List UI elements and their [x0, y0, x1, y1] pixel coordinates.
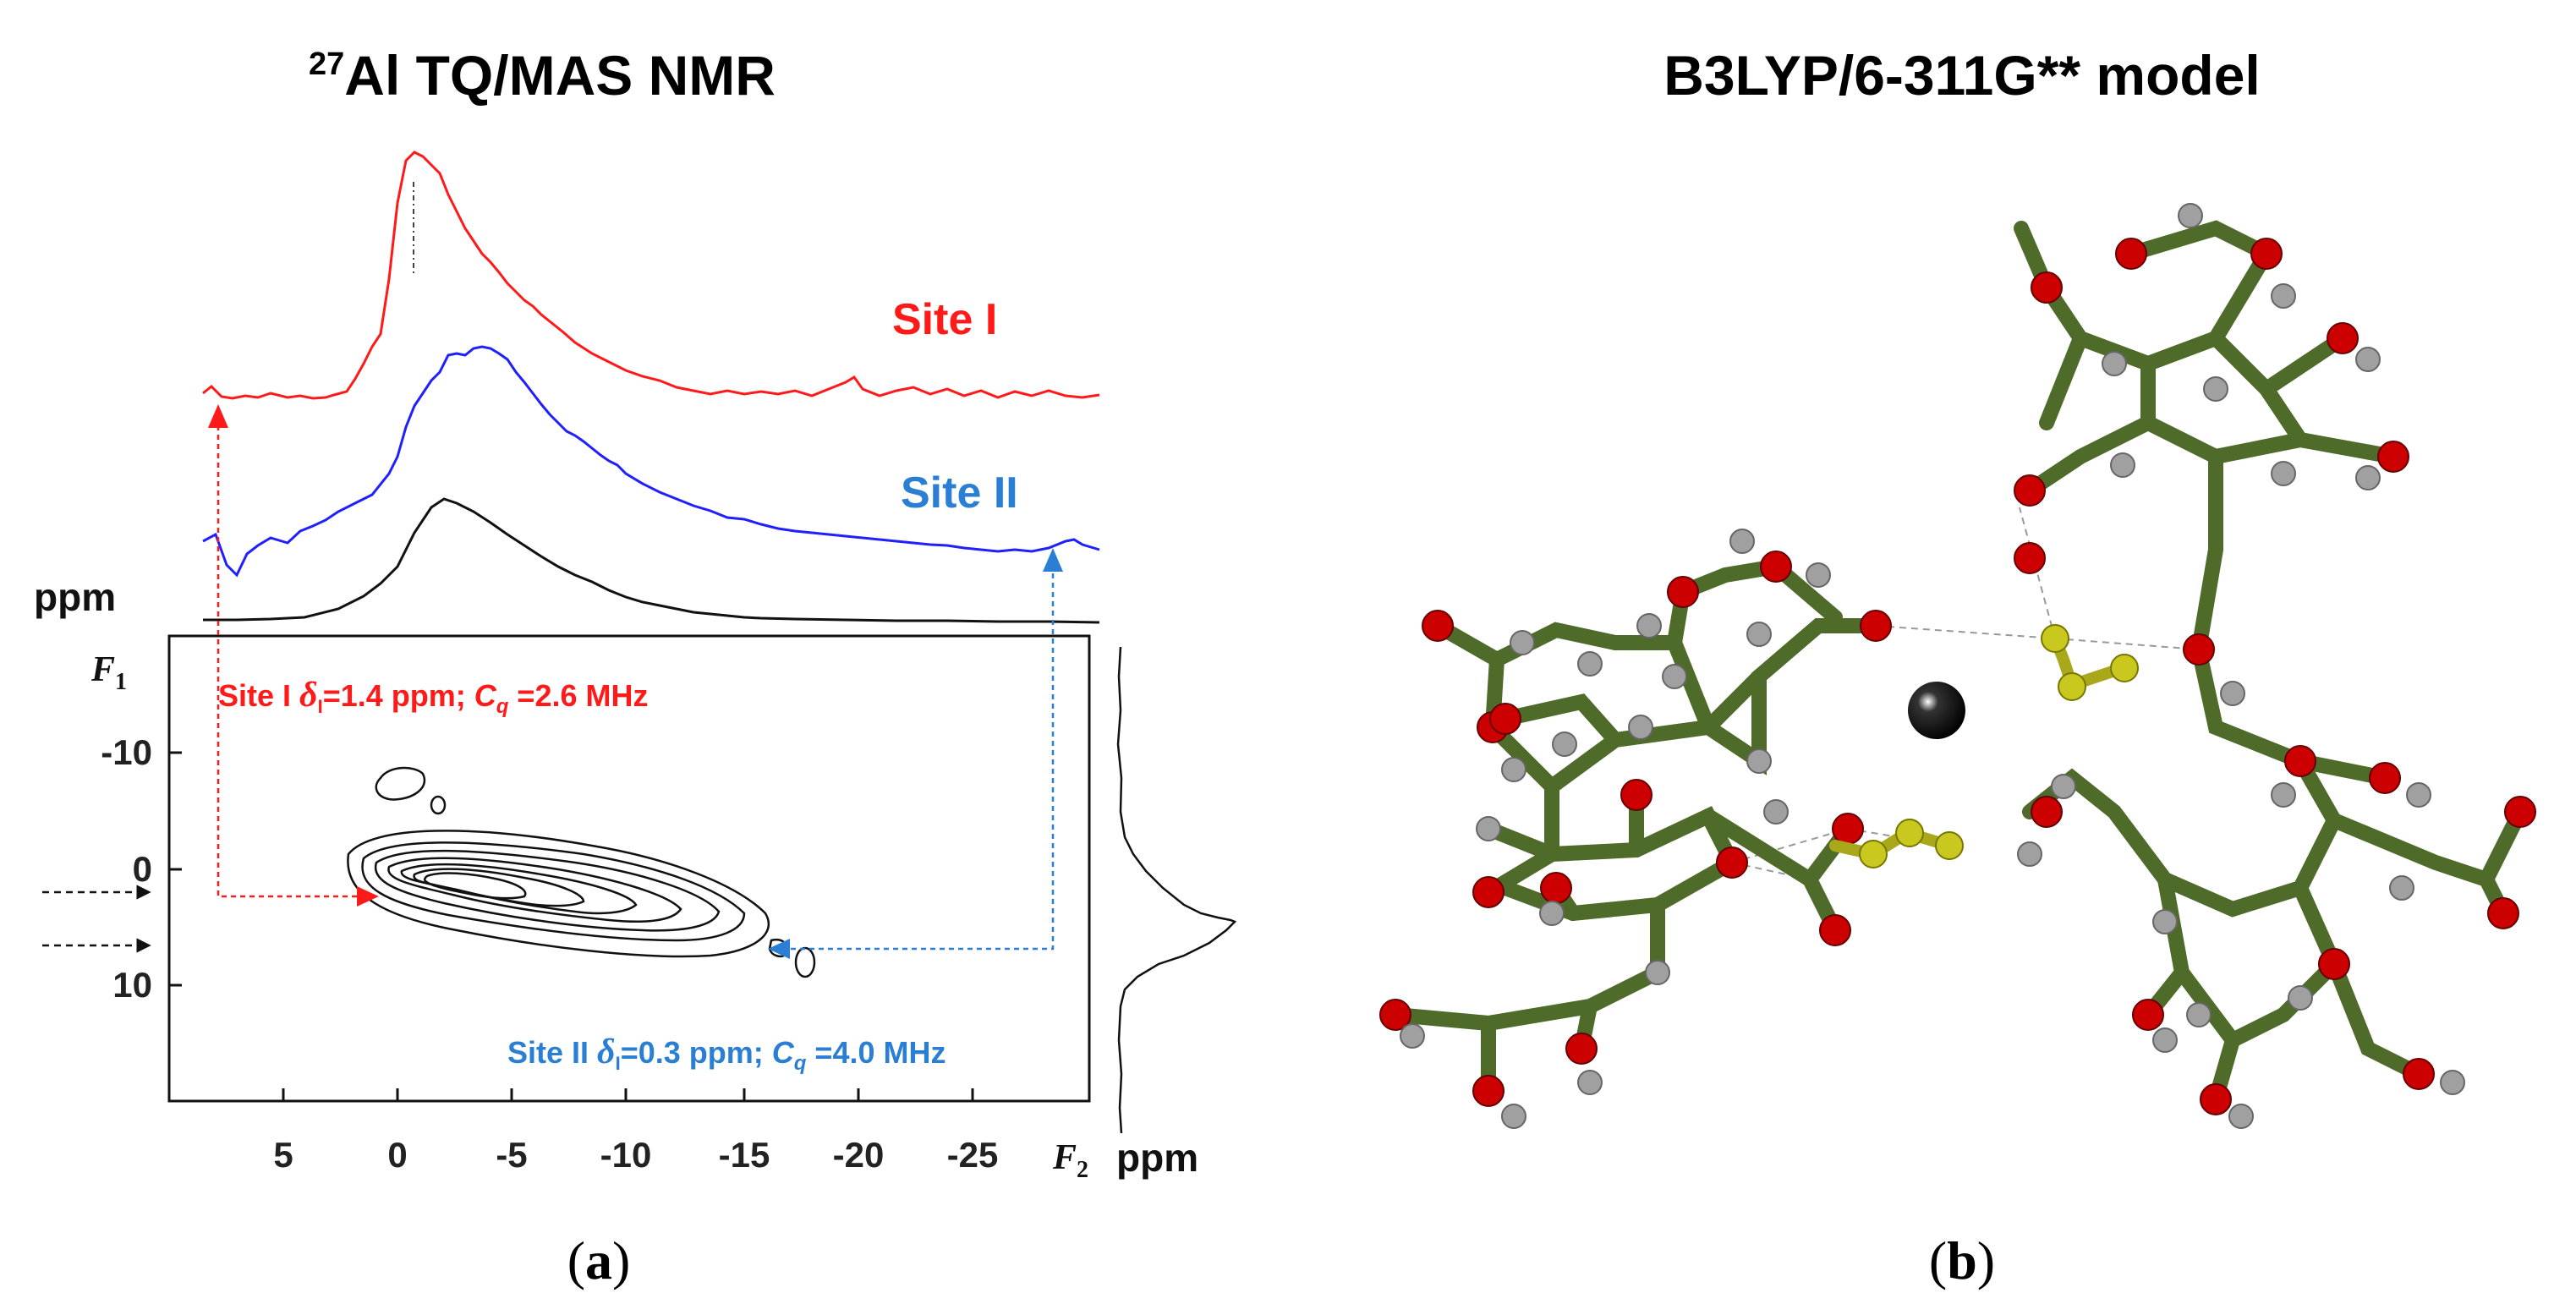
- site-1-info-name: Site I: [218, 678, 291, 713]
- site-2-delta-symbol: δ: [597, 1033, 616, 1071]
- f2-label-letter: F: [1052, 1138, 1077, 1177]
- site-1-projection-trace: [202, 151, 1100, 400]
- site-2-info: Site II δI=0.3 ppm; Cq =4.0 MHz: [507, 1033, 945, 1075]
- site-1-info: Site I δI=1.4 ppm; Cq =2.6 MHz: [218, 676, 648, 718]
- caption-close-paren: ): [612, 1230, 630, 1290]
- panel-a-title-superscript: 27: [309, 47, 344, 82]
- caption-letter: b: [1947, 1230, 1977, 1290]
- x-tick-label: -20: [833, 1135, 885, 1175]
- site-2-arrowhead-left: [768, 939, 790, 959]
- panel-a-title: 27Al TQ/MAS NMR: [309, 44, 776, 107]
- site-2-delta-value: =0.3 ppm;: [621, 1035, 772, 1070]
- x-tick-label: -15: [719, 1135, 770, 1175]
- caption-letter: a: [585, 1230, 612, 1290]
- panel-a: 27Al TQ/MAS NMR Site I Site II ppm F1 -1…: [34, 44, 1237, 1290]
- y-axis-ticks: [169, 751, 182, 987]
- site-2-label: Site II: [901, 468, 1018, 518]
- site-2-cq-symbol: C: [772, 1035, 795, 1070]
- x-tick-label: -10: [600, 1135, 652, 1175]
- f1-label-letter: F: [90, 650, 115, 689]
- site-2-cq-value: =4.0 MHz: [806, 1035, 945, 1070]
- f1-label-subscript: 1: [115, 669, 127, 695]
- site-1-arrowhead-right: [357, 886, 379, 907]
- site-1-cq-subscript: q: [496, 695, 509, 718]
- site-2-cq-subscript: q: [794, 1052, 807, 1075]
- caption-close-paren: ): [1977, 1230, 1995, 1290]
- y-tick-label: 10: [112, 965, 152, 1005]
- caption-open-paren: (: [1929, 1230, 1947, 1290]
- site-2-info-name: Site II: [507, 1035, 589, 1070]
- f2-label-subscript: 2: [1077, 1157, 1088, 1183]
- panel-b-title: B3LYP/6-311G** model: [1663, 44, 2261, 107]
- site-2-projection-trace: [202, 345, 1100, 578]
- f1-axis-label: F1: [90, 650, 127, 695]
- x-tick-label: -5: [496, 1135, 527, 1175]
- site-1-delta-subscript: I: [318, 696, 323, 717]
- site-1-connector: [216, 416, 366, 898]
- ppm-label-bottom: ppm: [1116, 1136, 1198, 1180]
- x-tick-label: 0: [387, 1135, 407, 1175]
- caption-open-paren: (: [567, 1230, 585, 1290]
- ppm-label-top: ppm: [34, 575, 116, 619]
- x-tick-label: 5: [273, 1135, 293, 1175]
- hydrogen-atoms: [1400, 203, 2465, 1129]
- total-projection-trace: [203, 497, 1100, 624]
- carbon-bonds-right: [2014, 220, 2528, 1107]
- site-2-delta-subscript: I: [616, 1053, 621, 1074]
- molecular-model: [1379, 203, 2536, 1129]
- site-1-cq-symbol: C: [474, 678, 497, 713]
- site-1-arrowhead-up: [208, 404, 228, 428]
- panel-b: B3LYP/6-311G** model: [1379, 44, 2536, 1290]
- contour-plot: [347, 766, 816, 978]
- oxygen-atoms: [1379, 238, 2536, 1115]
- sulfur-groups: [1829, 624, 2139, 868]
- site-1-label: Site I: [892, 295, 997, 344]
- panel-a-caption: (a): [567, 1230, 631, 1290]
- y-tick-label: -10: [101, 732, 152, 772]
- x-axis-ticks: [282, 1088, 974, 1101]
- site-1-delta-value: =1.4 ppm;: [323, 678, 474, 713]
- y-tick-label: 0: [133, 849, 152, 889]
- site-2-connector: [791, 565, 1055, 951]
- site-1-cq-value: =2.6 MHz: [508, 678, 648, 713]
- panel-b-caption: (b): [1929, 1230, 1995, 1290]
- x-tick-label: -25: [947, 1135, 999, 1175]
- site-2-arrowhead-up: [1043, 548, 1063, 572]
- site-1-delta-symbol: δ: [299, 676, 318, 715]
- aluminum-ion: [1908, 682, 1965, 739]
- f2-axis-label: F2: [1052, 1138, 1088, 1183]
- panel-a-title-text: Al TQ/MAS NMR: [344, 44, 776, 107]
- f1-projection-trace: [1116, 646, 1237, 1134]
- carbon-bonds: [1388, 559, 1883, 1099]
